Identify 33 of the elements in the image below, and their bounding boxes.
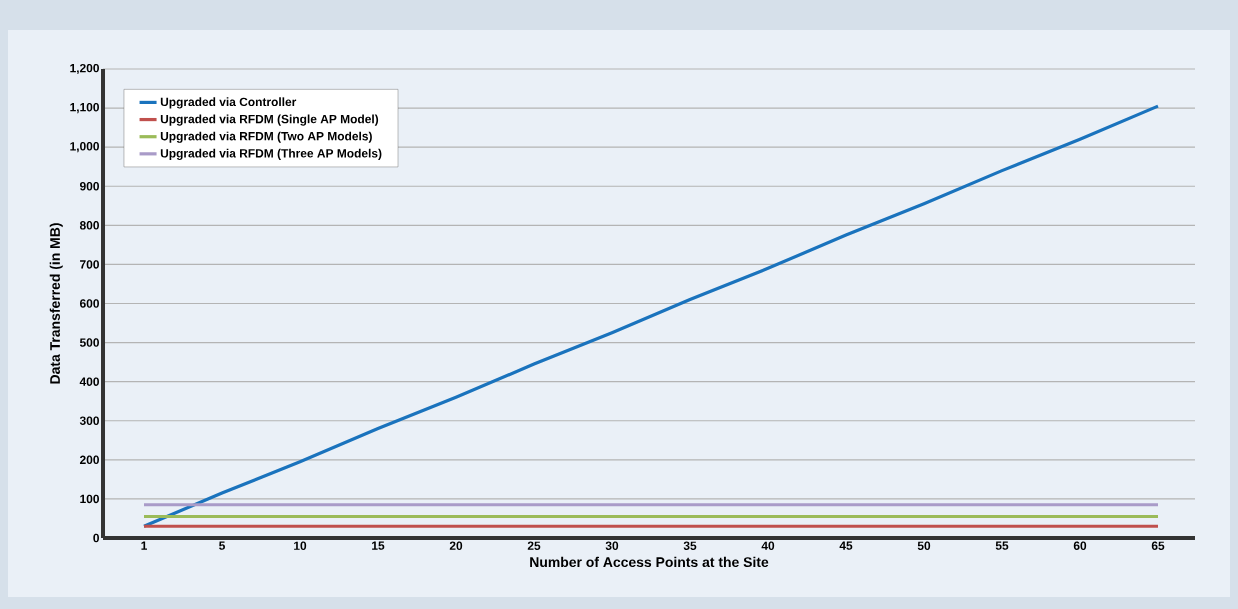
y-tick-label: 900 (79, 182, 99, 191)
y-tick-label: 1,100 (70, 102, 99, 114)
legend-label: Upgraded via Controller (160, 97, 297, 109)
y-axis-title: Data Transferred (in MB) (49, 223, 63, 384)
x-tick-label: 55 (995, 541, 1009, 550)
x-tick-label: 25 (527, 541, 541, 550)
x-tick-label: 35 (683, 541, 697, 550)
y-tick-label: 1,200 (70, 63, 99, 75)
x-tick-label: 15 (372, 541, 385, 550)
x-tick-label: 5 (219, 541, 225, 550)
y-tick-label: 300 (79, 416, 99, 425)
legend-label: Upgraded via RFDM (Three AP Models) (160, 148, 382, 160)
y-tick-label: 500 (79, 338, 99, 347)
y-tick-label: 400 (79, 377, 99, 386)
x-tick-label: 60 (1073, 541, 1087, 550)
x-tick-label: 45 (839, 541, 853, 550)
legend-label: Upgraded via RFDM (Two AP Models) (160, 131, 372, 143)
x-tick-label: 30 (605, 541, 619, 550)
y-tick-label: 800 (79, 221, 99, 230)
x-tick-label: 10 (294, 541, 307, 550)
y-tick-label: 1,000 (70, 142, 99, 153)
y-tick-label: 700 (80, 260, 99, 269)
y-tick-label: 200 (79, 455, 99, 465)
x-tick-label: 1 (141, 541, 147, 550)
y-tick-label: 0 (93, 533, 99, 543)
x-axis-title: Number of Access Points at the Site (530, 556, 769, 568)
x-tick-label: 50 (917, 541, 931, 550)
x-tick-label: 65 (1151, 541, 1165, 550)
y-tick-label: 100 (80, 494, 99, 504)
x-tick-label: 40 (761, 541, 775, 550)
x-tick-label: 20 (449, 541, 463, 550)
y-tick-label: 600 (79, 299, 99, 308)
legend-label: Upgraded via RFDM (Single AP Model) (160, 114, 379, 126)
